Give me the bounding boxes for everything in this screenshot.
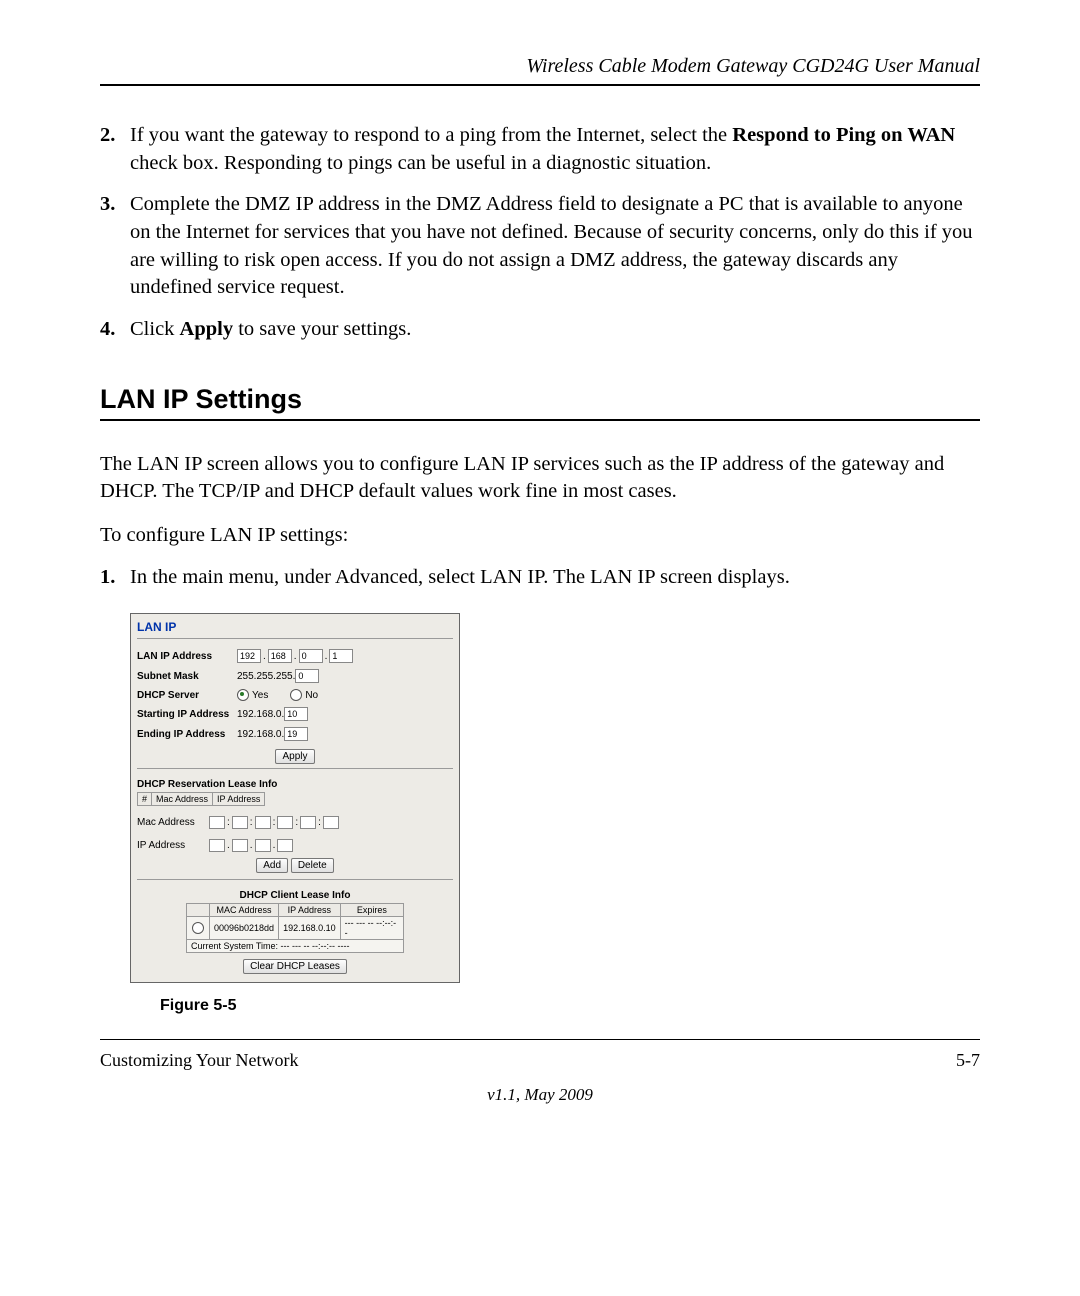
text: check box. Responding to pings can be us…	[130, 152, 711, 174]
mac-input[interactable]	[277, 816, 293, 829]
delete-button[interactable]: Delete	[291, 858, 334, 873]
bold-text: Apply	[180, 318, 234, 340]
dhcp-no-radio[interactable]	[290, 689, 302, 701]
text: If you want the gateway to respond to a …	[130, 124, 732, 146]
table-row: 00096b0218dd 192.168.0.10 --- --- -- --:…	[187, 917, 404, 940]
label: Subnet Mask	[137, 671, 237, 682]
numbered-list-steps: 1. In the main menu, under Advanced, sel…	[100, 564, 980, 592]
label: Starting IP Address	[137, 709, 237, 720]
col-num: #	[138, 793, 152, 806]
row-select-radio[interactable]	[192, 922, 204, 934]
col-mac: MAC Address	[210, 904, 279, 917]
paragraph: To configure LAN IP settings:	[100, 522, 980, 550]
mac-input[interactable]	[323, 816, 339, 829]
start-ip-row: Starting IP Address 192.168.0. 10	[137, 707, 453, 721]
list-body: In the main menu, under Advanced, select…	[130, 564, 980, 592]
mac-input[interactable]	[209, 816, 225, 829]
text: Click	[130, 318, 180, 340]
ip-prefix: 192.168.0.	[237, 729, 284, 740]
ip-input-row: IP Address . . .	[137, 839, 453, 852]
lan-ip-screenshot: LAN IP LAN IP Address 192. 168. 0. 1 Sub…	[130, 613, 460, 983]
reservation-heading: DHCP Reservation Lease Info	[137, 779, 453, 790]
cell-expires: --- --- -- --:--:--	[340, 917, 403, 940]
mac-input[interactable]	[300, 816, 316, 829]
list-item-3: 3. Complete the DMZ IP address in the DM…	[100, 191, 980, 302]
label: LAN IP Address	[137, 651, 237, 662]
paragraph: The LAN IP screen allows you to configur…	[100, 451, 980, 506]
label: IP Address	[137, 840, 209, 851]
system-time: Current System Time: --- --- -- --:--:--…	[186, 940, 404, 953]
start-ip-input[interactable]: 10	[284, 707, 308, 721]
mac-input-row: Mac Address : : : : :	[137, 816, 453, 829]
subnet-last-input[interactable]: 0	[295, 669, 319, 683]
list-num: 1.	[100, 564, 130, 592]
section-heading: LAN IP Settings	[100, 384, 980, 421]
list-num: 2.	[100, 122, 130, 177]
footer-version: v1.1, May 2009	[100, 1085, 980, 1105]
divider	[137, 768, 453, 769]
mac-input[interactable]	[232, 816, 248, 829]
ip-input[interactable]	[277, 839, 293, 852]
ip-octet-input[interactable]: 1	[329, 649, 353, 663]
col-ip: IP Address	[213, 793, 265, 806]
list-body: If you want the gateway to respond to a …	[130, 122, 980, 177]
footer-right: 5-7	[956, 1050, 980, 1071]
numbered-list-top: 2. If you want the gateway to respond to…	[100, 122, 980, 344]
ip-octet-input[interactable]: 0	[299, 649, 323, 663]
list-item-4: 4. Click Apply to save your settings.	[100, 316, 980, 344]
radio-label: No	[305, 690, 318, 701]
list-item-2: 2. If you want the gateway to respond to…	[100, 122, 980, 177]
label: Mac Address	[137, 817, 209, 828]
footer-left: Customizing Your Network	[100, 1050, 299, 1071]
text: to save your settings.	[233, 318, 411, 340]
subnet-prefix: 255.255.255.	[237, 671, 295, 682]
list-body: Complete the DMZ IP address in the DMZ A…	[130, 191, 980, 302]
ip-octet-input[interactable]: 168	[268, 649, 292, 663]
client-table: MAC Address IP Address Expires 00096b021…	[186, 903, 404, 940]
page-header: Wireless Cable Modem Gateway CGD24G User…	[100, 55, 980, 86]
lan-ip-row: LAN IP Address 192. 168. 0. 1	[137, 649, 453, 663]
divider	[137, 638, 453, 639]
ip-prefix: 192.168.0.	[237, 709, 284, 720]
apply-button[interactable]: Apply	[275, 749, 314, 764]
ip-input[interactable]	[209, 839, 225, 852]
divider	[137, 879, 453, 880]
list-num: 4.	[100, 316, 130, 344]
cell-mac: 00096b0218dd	[210, 917, 279, 940]
subnet-row: Subnet Mask 255.255.255. 0	[137, 669, 453, 683]
dhcp-yes-radio[interactable]	[237, 689, 249, 701]
end-ip-input[interactable]: 19	[284, 727, 308, 741]
list-num: 3.	[100, 191, 130, 302]
radio-label: Yes	[252, 690, 268, 701]
client-heading: DHCP Client Lease Info	[137, 890, 453, 901]
ip-input[interactable]	[255, 839, 271, 852]
label: Ending IP Address	[137, 729, 237, 740]
list-body: Click Apply to save your settings.	[130, 316, 980, 344]
reservation-table: # Mac Address IP Address	[137, 792, 265, 806]
panel-title: LAN IP	[137, 620, 453, 634]
label: DHCP Server	[137, 690, 237, 701]
end-ip-row: Ending IP Address 192.168.0. 19	[137, 727, 453, 741]
clear-leases-button[interactable]: Clear DHCP Leases	[243, 959, 347, 974]
col-mac: Mac Address	[152, 793, 213, 806]
ip-input[interactable]	[232, 839, 248, 852]
figure-label: Figure 5-5	[160, 997, 980, 1015]
ip-octet-input[interactable]: 192	[237, 649, 261, 663]
mac-input[interactable]	[255, 816, 271, 829]
col-ip: IP Address	[279, 904, 341, 917]
footer: Customizing Your Network 5-7 v1.1, May 2…	[100, 1039, 980, 1105]
col-expires: Expires	[340, 904, 403, 917]
add-button[interactable]: Add	[256, 858, 288, 873]
cell-ip: 192.168.0.10	[279, 917, 341, 940]
dhcp-row: DHCP Server Yes No	[137, 689, 453, 701]
list-item-1: 1. In the main menu, under Advanced, sel…	[100, 564, 980, 592]
bold-text: Respond to Ping on WAN	[732, 124, 955, 146]
